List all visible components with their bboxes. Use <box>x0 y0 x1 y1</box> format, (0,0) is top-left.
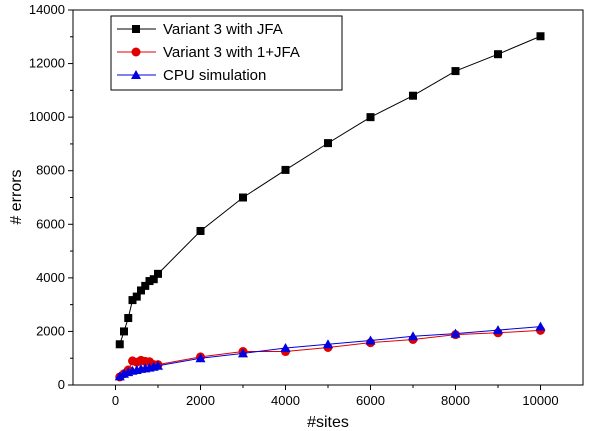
data-point <box>196 226 205 235</box>
data-point <box>408 331 418 341</box>
data-point <box>535 321 546 331</box>
data-point <box>132 292 141 301</box>
data-point <box>128 296 137 305</box>
x-axis-title: #sites <box>307 414 349 431</box>
legend-marker <box>132 25 140 33</box>
y-tick-label: 12000 <box>29 56 65 71</box>
x-tick-label: 6000 <box>356 393 385 408</box>
x-tick-label: 2000 <box>186 393 215 408</box>
data-point <box>195 353 206 363</box>
y-tick-label: 4000 <box>36 270 65 285</box>
data-point <box>124 314 133 323</box>
data-point <box>366 113 375 122</box>
y-tick-label: 2000 <box>36 323 65 338</box>
data-point <box>280 343 291 353</box>
x-tick-label: 8000 <box>441 393 470 408</box>
data-point <box>239 193 247 202</box>
y-tick-label: 10000 <box>29 109 65 124</box>
x-tick-label: 4000 <box>271 393 300 408</box>
legend-marker <box>131 47 141 57</box>
data-point <box>137 286 145 295</box>
data-point <box>115 340 124 349</box>
data-point <box>409 91 417 100</box>
data-point <box>149 275 158 284</box>
legend-label: Variant 3 with JFA <box>163 21 283 38</box>
data-point <box>114 371 125 381</box>
y-tick-label: 14000 <box>29 2 65 17</box>
data-point <box>154 269 162 278</box>
y-tick-label: 0 <box>58 377 65 392</box>
legend-label: CPU simulation <box>163 67 266 84</box>
legend-label: Variant 3 with 1+JFA <box>163 44 300 61</box>
data-point <box>324 139 332 148</box>
data-point <box>153 360 163 370</box>
data-point <box>323 339 333 349</box>
x-tick-label: 0 <box>112 393 119 408</box>
data-point <box>281 165 290 174</box>
y-tick-label: 6000 <box>36 216 65 231</box>
legend: Variant 3 with JFA Variant 3 with 1+JFA CP… <box>110 15 343 91</box>
series-1 <box>115 32 545 349</box>
series-3 <box>114 321 546 381</box>
axis-ticks: 0 2000 4000 6000 8000 10000 0 2000 4000 6000 8000 1… <box>29 2 559 408</box>
data-point <box>493 325 503 335</box>
y-axis-title: # errors <box>8 169 25 224</box>
data-point <box>145 277 154 286</box>
x-tick-label: 10000 <box>522 393 558 408</box>
legend-box <box>110 15 343 91</box>
data-point <box>494 50 502 59</box>
data-point <box>536 32 545 41</box>
data-point <box>141 281 150 290</box>
data-point <box>451 67 460 76</box>
series-layer <box>114 32 546 382</box>
data-point <box>365 335 376 345</box>
y-tick-label: 8000 <box>36 163 65 178</box>
data-point <box>238 348 248 358</box>
data-point <box>450 328 461 338</box>
data-point <box>120 327 128 336</box>
legend-marker <box>131 70 141 79</box>
